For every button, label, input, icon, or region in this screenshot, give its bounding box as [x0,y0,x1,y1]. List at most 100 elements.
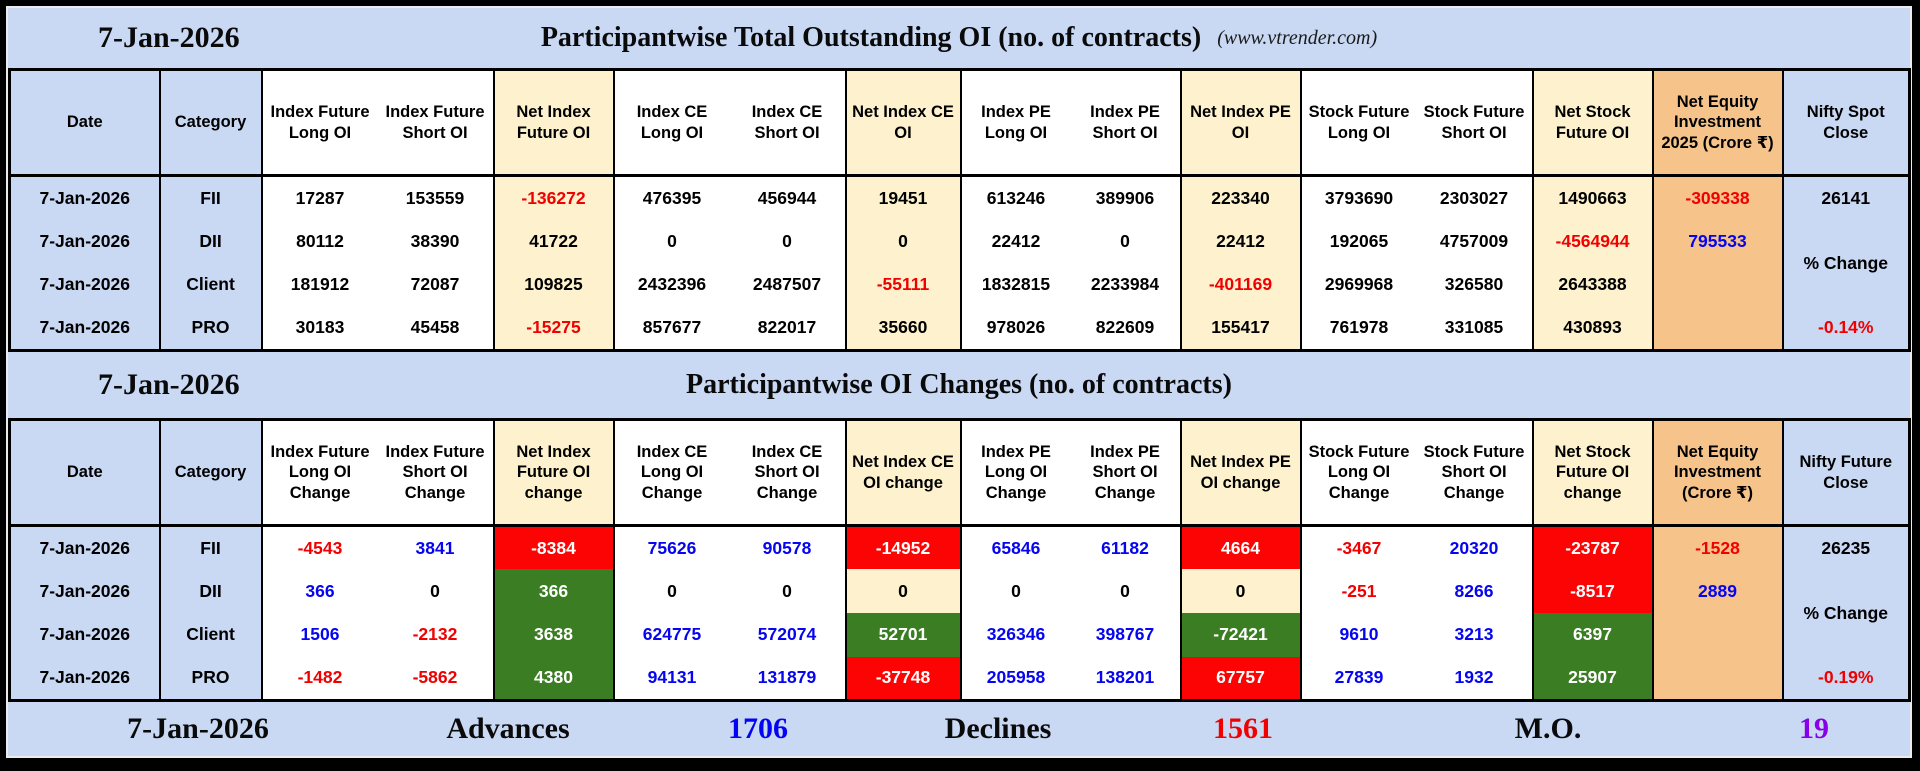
data-cell: 326346 [959,613,1071,657]
data-cell: 181912 [260,263,378,307]
data-cell: 613246 [959,175,1071,220]
equity-value: 2889 [1698,581,1737,601]
report-date: 7-Jan-2026 [98,368,240,401]
category-cell: DII [158,569,262,613]
data-cell: -23787 [1531,525,1653,570]
header-row: Date Category Index Future Long OI Change I… [8,419,1910,527]
date-cell: 7-Jan-2026 [8,219,160,263]
site-credit: (www.vtrender.com) [1217,26,1378,49]
category-cell: PRO [158,656,262,701]
data-cell: 366 [492,569,614,613]
column-header: Index Future Short OI [377,69,494,177]
data-cell: 0 [1179,569,1301,613]
data-cell: -3467 [1299,525,1417,570]
oi-changes-table: Date Category Index Future Long OI Change I… [8,418,1911,702]
category-cell: Client [158,613,262,657]
column-header: Index CE Short OI Change [729,419,846,527]
oi-changes-title-band: 7-Jan-2026 Participantwise OI Changes (n… [8,352,1910,418]
column-header: Index Future Short OI Change [377,419,494,527]
data-cell: 3213 [1416,613,1533,657]
equity-value: -309338 [1685,188,1750,208]
data-cell: 90578 [729,525,846,570]
data-cell: 192065 [1299,219,1417,263]
column-header: Index PE Short OI [1070,69,1181,177]
data-cell: -251 [1299,569,1417,613]
data-cell: 326580 [1416,263,1533,307]
data-cell: -15275 [492,306,614,351]
table-row: 7-Jan-2026 FII -4543 3841 -8384 75626 90578 -14… [8,525,1910,701]
column-header: Category [158,69,262,177]
data-cell: -2132 [377,613,494,657]
data-cell: 75626 [612,525,730,570]
data-cell: 131879 [729,656,846,701]
column-header: Net Index PE OI [1179,69,1301,177]
data-cell: 2643388 [1531,263,1653,307]
data-cell: 822609 [1070,306,1181,351]
column-header: Index Future Long OI Change [260,419,378,527]
data-cell: 0 [844,569,961,613]
pct-change-value: -0.14% [1818,317,1874,337]
table-row: 7-Jan-2026 PRO -1482 -5862 4380 94131 131879 -3… [8,656,1910,701]
data-cell: 27839 [1299,656,1417,701]
data-cell: 0 [729,219,846,263]
data-cell: -14952 [844,525,961,570]
date-cell: 7-Jan-2026 [8,656,160,701]
declines-label: Declines [944,712,1052,745]
data-cell: 17287 [260,175,378,220]
data-cell: 153559 [377,175,494,220]
column-header: Net Stock Future OI [1531,69,1653,177]
data-cell: -401169 [1179,263,1301,307]
data-cell: 94131 [612,656,730,701]
data-cell: 0 [959,569,1071,613]
data-cell: 38390 [377,219,494,263]
category-cell: FII [158,175,262,220]
column-header: Net Index Future OI change [492,419,614,527]
data-cell: 1832815 [959,263,1071,307]
data-cell: -8384 [492,525,614,570]
data-cell: 0 [729,569,846,613]
nifty-close-cell: 26141 % Change -0.14% [1781,175,1910,351]
table-row: 7-Jan-2026 FII 17287 153559 -136272 476395 456… [8,175,1910,351]
equity-value: -1528 [1695,538,1740,558]
data-cell: 0 [1070,219,1181,263]
data-cell: -4543 [260,525,378,570]
column-header: Net Index CE OI [844,69,961,177]
data-cell: 2233984 [1070,263,1181,307]
data-cell: 22412 [959,219,1071,263]
date-cell: 7-Jan-2026 [8,263,160,307]
pct-change-label: % Change [1803,252,1889,273]
data-cell: 30183 [260,306,378,351]
column-header: Net Index PE OI change [1179,419,1301,527]
table-row: 7-Jan-2026 Client 181912 72087 109825 2432396… [8,263,1910,307]
column-header: Net Equity Investment 2025 (Crore ₹) [1651,69,1783,177]
column-header: Date [8,69,160,177]
data-cell: 572074 [729,613,846,657]
table-row: 7-Jan-2026 Client 1506 -2132 3638 624775 57207… [8,613,1910,657]
data-cell: 1932 [1416,656,1533,701]
net-equity-investment-cell: -1528 2889 [1651,525,1783,701]
data-cell: 0 [377,569,494,613]
column-header: Net Stock Future OI change [1531,419,1653,527]
data-cell: 9610 [1299,613,1417,657]
data-cell: 205958 [959,656,1071,701]
column-header: Index PE Long OI [959,69,1071,177]
column-header: Nifty Spot Close [1781,69,1910,177]
footer-date: 7-Jan-2026 [127,712,269,745]
column-header: Stock Future Short OI [1416,69,1533,177]
data-cell: 4757009 [1416,219,1533,263]
data-cell: 456944 [729,175,846,220]
data-cell: 80112 [260,219,378,263]
data-cell: 761978 [1299,306,1417,351]
category-cell: DII [158,219,262,263]
data-cell: 822017 [729,306,846,351]
data-cell: 19451 [844,175,961,220]
data-cell: 25907 [1531,656,1653,701]
data-cell: 857677 [612,306,730,351]
data-cell: 22412 [1179,219,1301,263]
data-cell: 2432396 [612,263,730,307]
data-cell: 389906 [1070,175,1181,220]
data-cell: -136272 [492,175,614,220]
date-cell: 7-Jan-2026 [8,175,160,220]
column-header: Net Index CE OI change [844,419,961,527]
